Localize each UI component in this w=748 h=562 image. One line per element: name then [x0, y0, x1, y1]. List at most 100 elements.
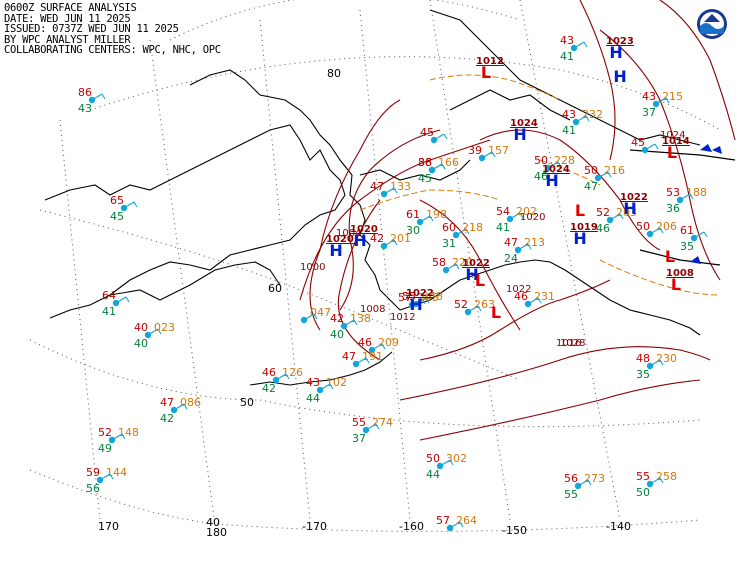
station-pressure: 231 [534, 290, 555, 303]
station-pressure: 264 [456, 514, 477, 527]
pressure-center-symbol: L [481, 63, 491, 82]
station-dewpoint: 44 [306, 392, 320, 405]
station-model: 50 206 [636, 220, 677, 238]
lon-minus160-label: -160 [399, 520, 424, 533]
station-temperature: 61 [406, 208, 420, 221]
wind-barb [99, 473, 114, 481]
station-temperature: 50 [584, 164, 598, 177]
station-model: 45 [420, 126, 448, 144]
station-temperature: 46 [262, 366, 276, 379]
station-model: 58 220 [432, 256, 473, 274]
wind-barb [383, 239, 398, 247]
grid-labels: 80 60 50 40 170 180 -170 -160 -150 -140 [98, 67, 631, 539]
station-temperature: 57 [436, 514, 450, 527]
coastlines [44, 9, 701, 386]
wind-barb [679, 193, 694, 201]
station-temperature: 45 [631, 136, 645, 149]
noaa-logo [697, 9, 727, 39]
station-model: 47 24 213 [504, 236, 545, 265]
station-model: 47 133 [370, 180, 411, 198]
station-dewpoint: 42 [160, 412, 174, 425]
station-dewpoint: 40 [330, 328, 344, 341]
station-dewpoint: 41 [102, 305, 116, 318]
station-pressure: 215 [662, 90, 683, 103]
station-temperature: 54 [496, 205, 510, 218]
isobars [299, 0, 736, 441]
trough-1 [359, 189, 501, 211]
station-pressure: 166 [438, 156, 459, 169]
pressure-center-value: 1024 [542, 164, 570, 175]
pressure-center-symbol: L [667, 143, 677, 162]
trough-3 [599, 259, 721, 296]
header-centers: COLLABORATING CENTERS: WPC, NHC, OPC [4, 44, 221, 56]
chukotka-coast [189, 69, 353, 176]
wind-barb [577, 479, 592, 487]
cold-front-triangle-2 [712, 146, 722, 154]
wind-barb [415, 297, 430, 305]
analysis-header: 0600Z SURFACE ANALYSIS DATE: WED JUN 11 … [4, 3, 221, 56]
wind-barb [343, 319, 358, 327]
longitude-180-line [149, 39, 216, 526]
lon-170-label: 170 [98, 520, 119, 533]
station-pressure: 148 [118, 426, 139, 439]
canada-arctic-islands [429, 9, 701, 146]
station-pressure: 263 [474, 298, 495, 311]
kamchatka-coast [109, 261, 281, 301]
lon-minus140-label: -140 [606, 520, 631, 533]
wind-barb [433, 133, 448, 141]
pressure-center-value: 1022 [620, 192, 648, 203]
pressure-center-symbol: H [465, 265, 478, 284]
longitude-170-line [59, 119, 101, 521]
station-model: 43 41 232 [562, 108, 603, 137]
station-dewpoint: 50 [636, 486, 650, 499]
isobar-a [299, 139, 491, 301]
station-dewpoint: 41 [496, 221, 510, 234]
pressure-center-symbol: H [353, 231, 366, 250]
station-model: 50 46 228 [534, 154, 575, 183]
station-dewpoint: 35 [680, 240, 694, 253]
station-temperature: 56 [564, 472, 578, 485]
wind-barb [431, 163, 446, 171]
isobar-value-label: 1004 [336, 228, 361, 239]
station-model: 61 30 198 [406, 208, 447, 237]
station-pressure: 218 [462, 221, 483, 234]
wind-barb [173, 403, 188, 411]
troughs [359, 74, 721, 296]
low-pressure-center: L [475, 271, 485, 290]
alaska-north-coast [359, 159, 471, 181]
station-pressure: 228 [554, 154, 575, 167]
wind-barb [575, 115, 590, 123]
station-dewpoint: 24 [504, 252, 518, 265]
front-line-2 [639, 249, 721, 266]
station-temperature: 65 [110, 194, 124, 207]
wind-barb [649, 477, 664, 485]
station-model: 52 263 [454, 298, 495, 316]
latitude-50-line [29, 339, 701, 428]
station-temperature: 50 [426, 452, 440, 465]
station-dewpoint: 55 [564, 488, 578, 501]
station-pressure: 302 [446, 452, 467, 465]
station-pressure: 274 [372, 416, 393, 429]
isobar-value-label: 1012 [390, 312, 415, 323]
isobar-i [599, 29, 721, 281]
station-model: 54 41 202 [496, 205, 537, 234]
station-model: 57 245 [398, 291, 439, 309]
wind-barb [365, 423, 380, 431]
wind-barb [303, 313, 318, 321]
station-dewpoint: 45 [418, 172, 432, 185]
isobar-d [337, 199, 381, 361]
station-pressure: 209 [378, 336, 399, 349]
station-temperature: 38 [418, 156, 432, 169]
isobar-f [399, 346, 711, 401]
pressure-center-value: 1022 [406, 288, 434, 299]
pressure-center-value: 1012 [476, 56, 504, 67]
isobar-h [479, 129, 661, 251]
station-pressure: 126 [282, 366, 303, 379]
wind-barb [655, 97, 670, 105]
wind-barb [693, 231, 708, 239]
station-pressure: 047 [310, 306, 331, 319]
